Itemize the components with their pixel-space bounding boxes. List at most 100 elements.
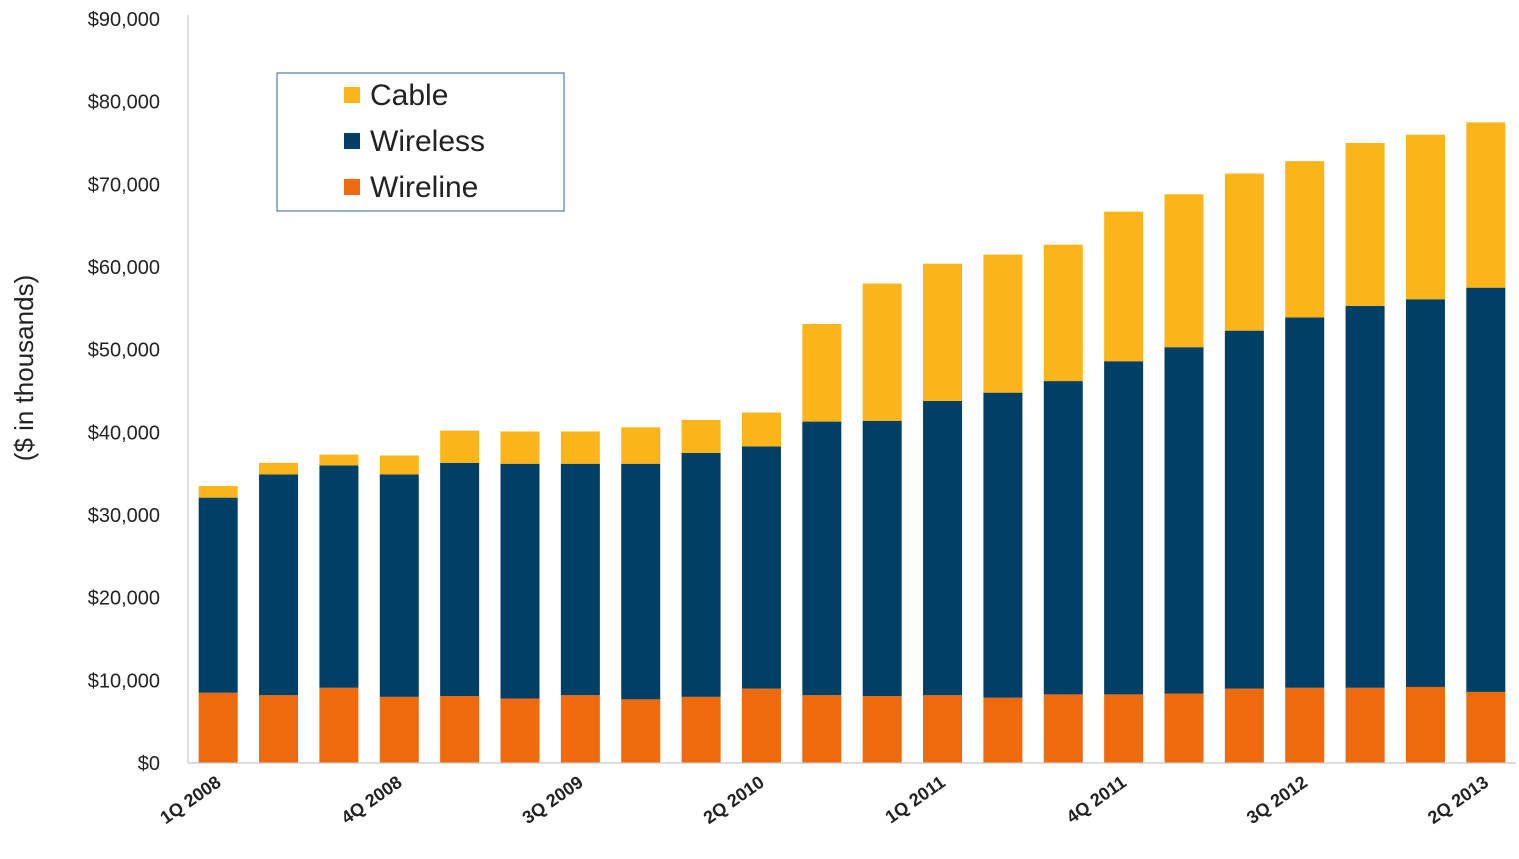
bar-segment-wireline — [741, 688, 781, 763]
y-tick-label: $80,000 — [88, 92, 160, 114]
bar-segment-wireless — [379, 474, 419, 697]
legend-item: Wireless — [344, 125, 485, 158]
bar-segment-wireless — [983, 392, 1023, 698]
x-tick-label: 1Q 2011 — [882, 772, 949, 827]
bar-segment-cable — [1224, 173, 1264, 331]
bar-segment-wireless — [802, 421, 842, 696]
y-tick-label: $0 — [138, 753, 160, 775]
bar-stack — [1345, 143, 1385, 763]
x-tick-label: 2Q 2010 — [700, 772, 768, 828]
legend-label: Wireline — [370, 171, 478, 204]
bar-segment-wireless — [1466, 287, 1506, 692]
bar-stack — [1104, 211, 1144, 763]
bar-segment-wireless — [1285, 317, 1325, 688]
bar-stack — [500, 431, 540, 763]
bars — [198, 122, 1506, 763]
bar-stack — [621, 427, 661, 763]
y-tick-label: $60,000 — [88, 257, 160, 279]
bar-segment-wireless — [1345, 305, 1385, 688]
bar-segment-wireline — [259, 695, 299, 763]
bar-segment-wireline — [379, 696, 419, 763]
bar-segment-wireless — [1164, 347, 1204, 694]
y-tick-label: $50,000 — [88, 340, 160, 362]
y-tick-label: $70,000 — [88, 174, 160, 196]
bar-segment-wireline — [621, 699, 661, 763]
y-axis-title: ($ in thousands) — [9, 275, 39, 461]
bar-segment-wireline — [1405, 686, 1445, 763]
legend-label: Cable — [370, 79, 448, 112]
bar-segment-wireline — [1345, 687, 1385, 763]
legend-label: Wireless — [370, 125, 485, 158]
bar-stack — [259, 462, 299, 763]
bar-segment-wireline — [681, 696, 721, 763]
bar-segment-cable — [198, 486, 238, 498]
bar-segment-cable — [259, 462, 299, 475]
bar-segment-cable — [560, 431, 600, 464]
y-tick-label: $20,000 — [88, 588, 160, 610]
legend-item: Wireline — [344, 171, 478, 204]
bar-segment-cable — [681, 419, 721, 453]
bar-segment-wireline — [983, 697, 1023, 763]
bar-segment-cable — [802, 324, 842, 422]
bar-segment-cable — [1104, 211, 1144, 362]
x-tick-label: 4Q 2008 — [338, 772, 406, 828]
bar-segment-wireline — [1043, 694, 1083, 763]
bar-segment-wireline — [1285, 687, 1325, 763]
bar-segment-cable — [1466, 122, 1506, 288]
bar-segment-wireline — [319, 687, 359, 763]
bar-segment-wireline — [862, 696, 902, 763]
bar-segment-wireline — [560, 695, 600, 763]
y-tick-label: $40,000 — [88, 422, 160, 444]
bar-stack — [1043, 244, 1083, 763]
bar-stack — [983, 254, 1023, 763]
x-tick-label: 3Q 2012 — [1243, 772, 1311, 828]
bar-stack — [741, 412, 781, 763]
bar-stack — [560, 431, 600, 763]
legend-box — [276, 72, 565, 212]
bar-segment-cable — [741, 412, 781, 447]
bar-stack — [1285, 161, 1325, 763]
x-tick-label: 1Q 2008 — [156, 772, 224, 828]
bar-segment-cable — [440, 430, 480, 463]
legend-swatch — [344, 179, 360, 195]
y-tick-label: $90,000 — [88, 9, 160, 31]
legend-item: Cable — [344, 79, 448, 112]
bar-segment-wireline — [923, 695, 963, 763]
bar-segment-wireless — [259, 474, 299, 696]
bar-segment-wireless — [741, 446, 781, 689]
bar-segment-wireless — [923, 400, 963, 696]
bar-segment-cable — [983, 254, 1023, 393]
bar-segment-cable — [319, 454, 359, 466]
bar-stack — [862, 283, 902, 763]
y-tick-label: $30,000 — [88, 505, 160, 527]
bar-segment-wireless — [319, 465, 359, 688]
bar-stack — [1466, 122, 1506, 763]
bar-segment-cable — [1043, 244, 1083, 382]
bar-segment-wireline — [1224, 688, 1264, 763]
legend-swatch — [344, 133, 360, 149]
bar-segment-cable — [1405, 134, 1445, 300]
bar-segment-wireline — [440, 696, 480, 763]
bar-segment-wireline — [802, 695, 842, 763]
bar-segment-wireless — [440, 462, 480, 697]
bar-stack — [1405, 134, 1445, 763]
bar-segment-wireline — [1104, 694, 1144, 763]
bar-segment-cable — [862, 283, 902, 421]
bar-segment-cable — [1345, 143, 1385, 306]
bar-segment-wireless — [560, 463, 600, 696]
bar-segment-wireless — [198, 497, 238, 693]
bar-segment-wireline — [500, 698, 540, 763]
bar-stack — [1224, 173, 1264, 763]
y-axis: $0 $10,000 $20,000 $30,000 $40,000 $50,000 $60… — [88, 9, 189, 775]
bar-segment-wireline — [198, 692, 238, 763]
bar-segment-wireless — [1224, 330, 1264, 689]
bar-stack — [319, 454, 359, 763]
bar-segment-wireless — [1043, 381, 1083, 695]
x-tick-label: 4Q 2011 — [1063, 772, 1130, 827]
x-tick-label: 3Q 2009 — [519, 772, 587, 828]
bar-segment-cable — [1164, 194, 1204, 348]
bar-segment-wireless — [681, 453, 721, 697]
legend-swatch — [344, 87, 360, 103]
bar-stack — [681, 419, 721, 763]
